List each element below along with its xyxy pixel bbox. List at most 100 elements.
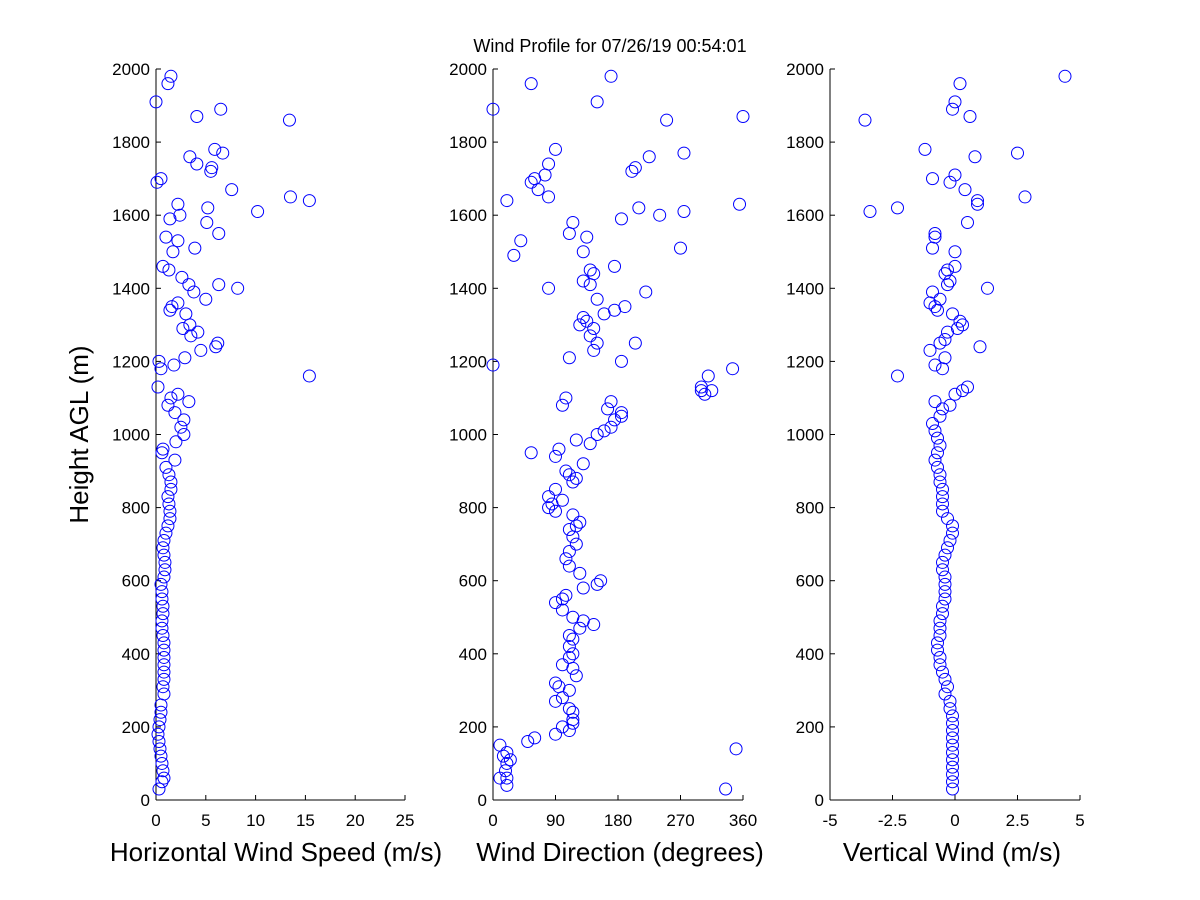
data-point [164, 482, 178, 496]
data-point [157, 687, 171, 701]
y-tick-label: 200 [459, 718, 487, 737]
data-point [549, 142, 562, 156]
y-tick-label: 1200 [786, 352, 824, 371]
y-tick-label: 1200 [449, 352, 487, 371]
data-point [552, 442, 566, 456]
data-point [486, 102, 500, 116]
x-tick-label: 15 [296, 811, 315, 830]
data-point [931, 460, 944, 474]
data-point [719, 782, 733, 796]
data-point [500, 194, 514, 208]
data-point [946, 724, 959, 738]
data-point [302, 369, 316, 383]
data-point [177, 413, 191, 427]
data-point [156, 599, 170, 613]
data-point [928, 453, 942, 467]
x-tick-label: 270 [666, 811, 694, 830]
data-point [928, 424, 942, 438]
data-point [562, 639, 576, 653]
x-tick-label: 10 [246, 811, 265, 830]
data-point [587, 322, 601, 336]
data-point [150, 175, 164, 189]
data-point [936, 482, 949, 496]
y-tick-label: 400 [122, 645, 150, 664]
data-point [941, 263, 954, 277]
data-point [961, 380, 974, 394]
data-point [933, 621, 947, 635]
data-point [159, 230, 173, 244]
data-point [157, 672, 171, 686]
data-point [576, 245, 590, 259]
data-point [928, 230, 942, 244]
y-tick-label: 1000 [449, 426, 487, 445]
data-point [205, 161, 219, 175]
y-tick-label: 1800 [112, 133, 150, 152]
data-point [943, 702, 957, 716]
data-point [562, 523, 576, 537]
data-point [948, 95, 962, 109]
data-point [157, 665, 171, 679]
data-point [597, 424, 611, 438]
data-point [555, 658, 569, 672]
data-point [566, 508, 580, 522]
data-point [614, 354, 628, 368]
data-point [155, 592, 169, 606]
data-point [946, 307, 959, 321]
data-point [891, 201, 904, 215]
data-point [158, 563, 172, 577]
y-tick-label: 1600 [112, 206, 150, 225]
data-point [562, 559, 576, 573]
data-point [583, 437, 597, 451]
x-tick-label: 90 [546, 811, 565, 830]
data-point [594, 574, 608, 588]
data-point [946, 745, 959, 759]
data-point [163, 303, 177, 317]
data-point [726, 362, 740, 376]
data-point [178, 351, 192, 365]
data-point [936, 555, 949, 569]
data-point [152, 782, 166, 796]
data-point [154, 705, 168, 719]
data-point [938, 585, 952, 599]
data-point [155, 775, 169, 789]
data-point [166, 245, 180, 259]
data-point [698, 387, 712, 401]
data-point [157, 771, 171, 785]
data-point [208, 142, 222, 156]
y-tick-label: 400 [459, 645, 487, 664]
x-tick-label: 5 [1075, 811, 1084, 830]
data-point [614, 212, 628, 226]
data-point [507, 248, 521, 262]
data-point [590, 292, 604, 306]
data-point [159, 460, 173, 474]
data-point [973, 340, 987, 354]
data-point [576, 274, 590, 288]
data-point [500, 756, 514, 770]
data-point [542, 190, 556, 204]
y-tick-label: 200 [796, 718, 824, 737]
x-tick-label: 2.5 [1006, 811, 1030, 830]
data-point [216, 146, 230, 160]
data-point [183, 150, 197, 164]
data-point [182, 395, 196, 409]
data-point [674, 241, 687, 255]
data-point [163, 212, 177, 226]
data-point [926, 417, 939, 431]
data-point [943, 694, 957, 708]
data-point [161, 77, 175, 91]
data-point [156, 442, 170, 456]
data-point [968, 150, 982, 164]
data-point [608, 413, 622, 427]
data-point [164, 475, 178, 489]
y-tick-label: 1400 [112, 279, 150, 298]
data-point [604, 420, 618, 434]
data-point [733, 197, 747, 211]
data-point [1011, 146, 1024, 160]
data-point [971, 194, 984, 208]
x-tick-label: -2.5 [878, 811, 907, 830]
data-point [555, 493, 569, 507]
data-point [938, 267, 952, 281]
data-point [933, 438, 947, 452]
data-point [941, 541, 954, 555]
data-point [163, 504, 177, 518]
